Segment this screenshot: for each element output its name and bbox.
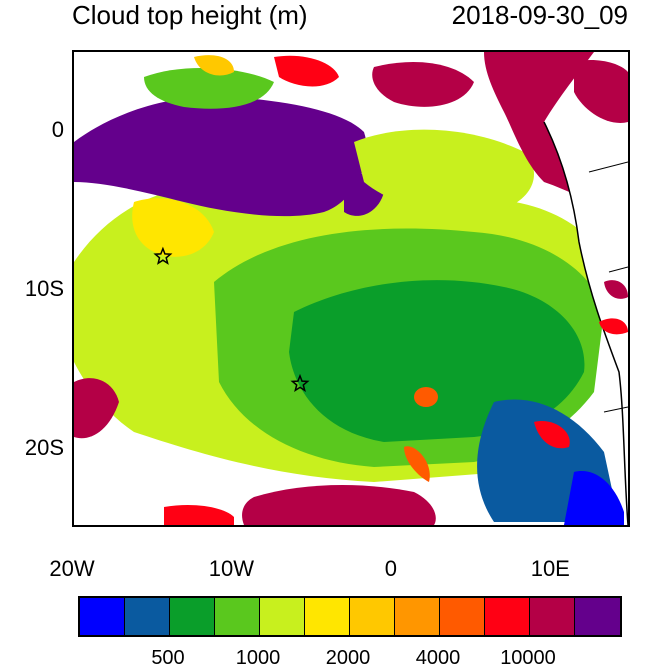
y-tick-label: 20S	[24, 434, 64, 460]
colorbar-swatch	[530, 598, 575, 635]
x-tick-label: 20W	[49, 556, 95, 581]
colorbar-swatch	[575, 598, 620, 635]
x-tick-label: 10W	[208, 556, 255, 581]
colorbar-label: 1000	[235, 647, 281, 669]
star-marker	[153, 246, 173, 265]
star-markers	[153, 246, 310, 393]
colorbar-swatch	[125, 598, 170, 635]
colorbar-swatch	[305, 598, 350, 635]
colorbar-swatch	[260, 598, 305, 635]
colorbar-label: 2000	[325, 647, 371, 669]
colorbar-swatch	[80, 598, 125, 635]
x-tick-label: 0	[384, 556, 397, 581]
colorbar-label: 10000	[500, 647, 556, 669]
cloud-top-height-field	[74, 52, 628, 525]
colorbar-swatch	[215, 598, 260, 635]
map-datetime: 2018-09-30_09	[451, 0, 628, 30]
y-tick-label: 0	[51, 116, 64, 142]
colorbar-label: 500	[151, 647, 185, 669]
colorbar-swatch	[440, 598, 485, 635]
colorbar-swatch	[170, 598, 215, 635]
colorbar-swatch	[395, 598, 440, 635]
x-tick-label: 10E	[530, 556, 570, 581]
colorbar-swatch	[485, 598, 530, 635]
map-panel	[72, 50, 630, 527]
y-tick-label: 10S	[24, 275, 64, 301]
colorbar-label: 4000	[415, 647, 461, 669]
colorbar-swatch	[350, 598, 395, 635]
colorbar	[78, 596, 622, 637]
map-title: Cloud top height (m)	[72, 0, 308, 30]
star-marker	[290, 373, 310, 393]
